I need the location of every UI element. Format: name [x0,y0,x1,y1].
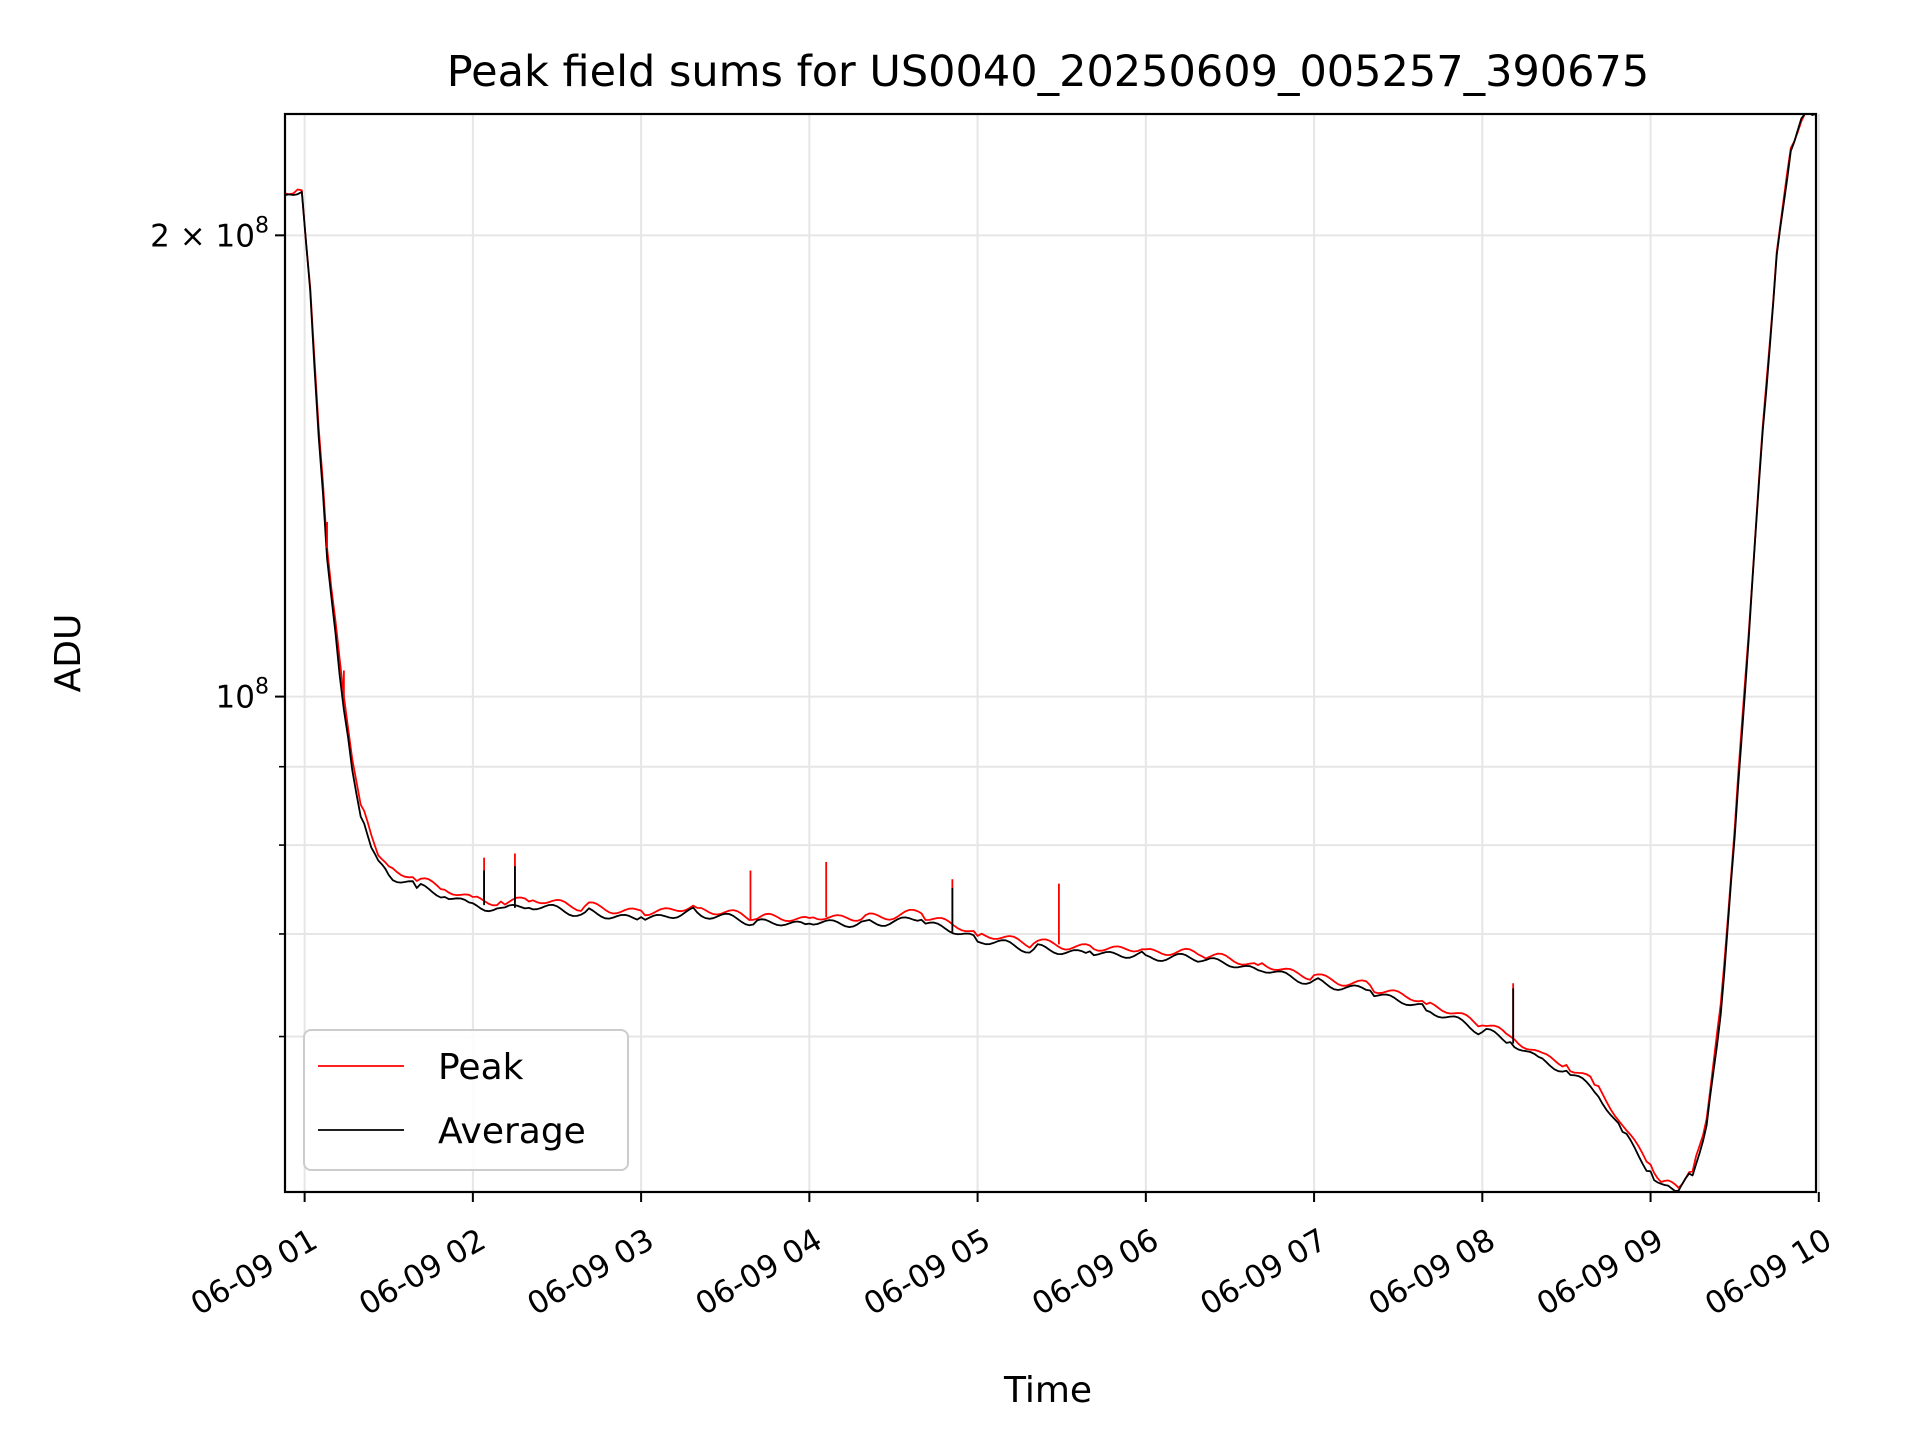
legend: Peak Average [303,1029,629,1171]
series-line-average [285,114,1816,1192]
series-layer [285,114,1816,1192]
legend-label-average: Average [438,1111,586,1152]
series-line-peak [285,114,1816,1189]
y-tick-label: 2 × 108 [150,213,269,254]
y-axis-label: ADU [48,614,89,693]
y-axis-ticks: 2 × 108 108 [150,213,285,1038]
y-tick-label: 108 [216,675,269,716]
plot-frame [283,112,1818,1194]
x-axis-label: Time [1003,1370,1092,1411]
legend-label-peak: Peak [438,1047,524,1088]
legend-box [303,1029,629,1171]
chart-title: Peak field sums for US0040_20250609_0052… [447,47,1650,97]
